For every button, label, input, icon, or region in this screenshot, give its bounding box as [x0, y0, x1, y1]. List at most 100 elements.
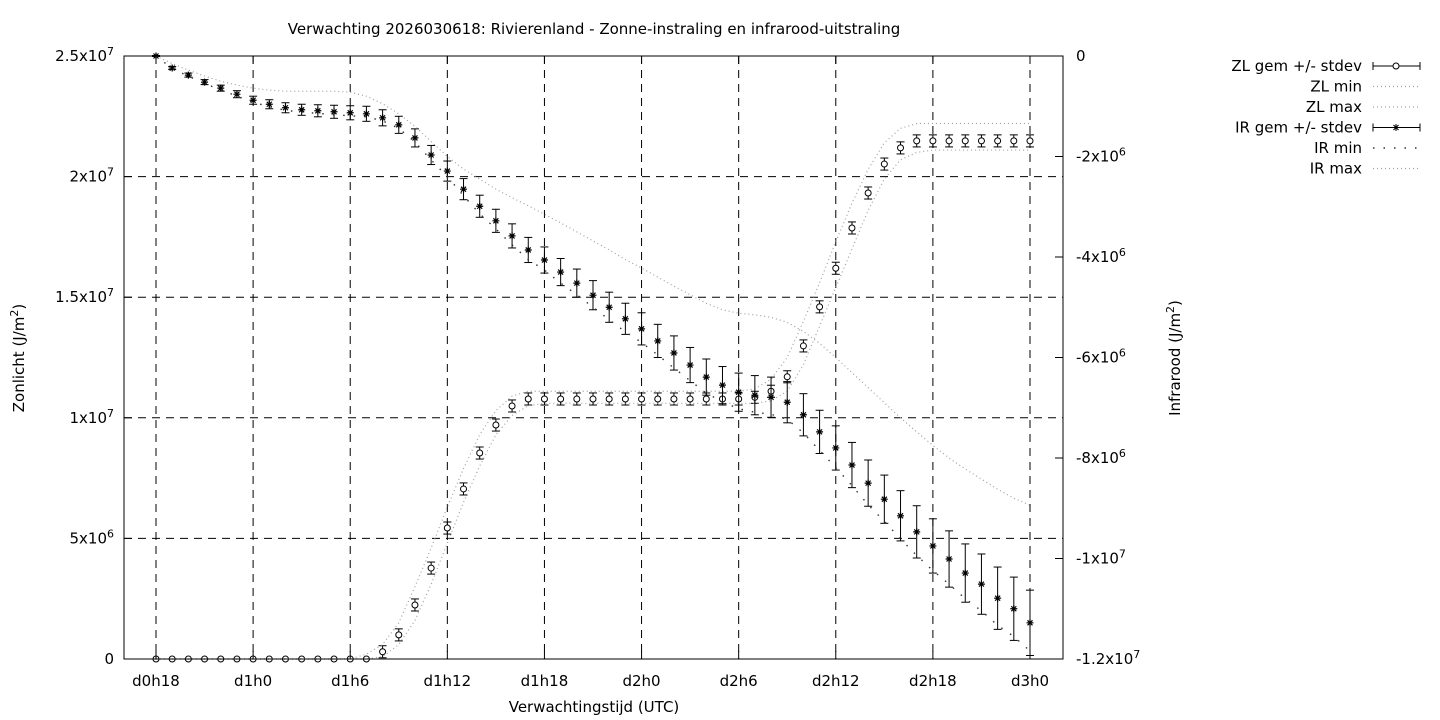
x-tick-label: d1h6: [331, 672, 369, 690]
data-point: [847, 221, 856, 235]
x-tick-label: d2h6: [720, 672, 758, 690]
star-marker: [605, 303, 613, 311]
data-point: [750, 375, 759, 416]
series-layer: [152, 52, 1034, 663]
data-point: [945, 134, 954, 148]
y2-tick-label: -8x106: [1076, 447, 1126, 467]
circle-marker: [994, 137, 1002, 145]
circle-marker: [427, 564, 435, 572]
data-point: [410, 128, 419, 148]
star-marker: [848, 461, 856, 469]
legend-label: IR gem +/- stdev: [1235, 119, 1362, 137]
data-point: [540, 392, 549, 406]
grid: [124, 56, 1063, 659]
star-marker: [573, 279, 581, 287]
data-point: [427, 561, 436, 575]
x-axis-label: Verwachtingstijd (UTC): [509, 698, 680, 716]
y2-tick-label: -2x106: [1076, 146, 1126, 166]
star-marker: [832, 444, 840, 452]
circle-marker: [524, 395, 532, 403]
x-tick-label: d2h12: [812, 672, 860, 690]
star-marker: [460, 185, 468, 193]
data-point: [945, 530, 954, 588]
data-point: [297, 103, 306, 116]
data-point: [605, 291, 614, 323]
y2-tick-label: -6x106: [1076, 347, 1126, 367]
data-point: [686, 392, 695, 406]
star-marker: [379, 114, 387, 122]
circle-marker: [702, 395, 710, 403]
star-marker: [718, 381, 726, 389]
star-marker: [540, 256, 548, 264]
data-point: [799, 339, 808, 353]
data-point: [346, 105, 355, 121]
data-point: [362, 105, 371, 122]
star-marker: [961, 569, 969, 577]
data-point: [831, 425, 840, 471]
star-marker: [783, 398, 791, 406]
legend-label: ZL min: [1310, 78, 1362, 96]
star-marker: [524, 246, 532, 254]
data-point: [896, 490, 905, 542]
star-marker: [945, 555, 953, 563]
data-point: [864, 459, 873, 507]
star-marker: [281, 104, 289, 112]
data-point: [880, 157, 889, 171]
x-tick-label: d1h12: [423, 672, 471, 690]
data-point: [1026, 589, 1034, 656]
circle-marker: [945, 137, 953, 145]
data-point: [734, 372, 743, 412]
circle-marker: [929, 137, 937, 145]
x-tick-label: d2h0: [622, 672, 660, 690]
star-marker: [913, 528, 921, 536]
star-marker: [395, 121, 403, 129]
data-point: [637, 312, 646, 346]
data-point: [394, 115, 403, 134]
star-marker: [799, 411, 807, 419]
star-marker: [994, 594, 1002, 602]
star-marker: [330, 108, 338, 116]
star-marker: [751, 391, 759, 399]
star-marker: [217, 84, 225, 92]
data-point: [459, 178, 468, 201]
data-point: [961, 543, 970, 603]
data-point: [718, 366, 727, 405]
y2-tick-label: -1.2x107: [1076, 648, 1140, 668]
star-marker: [201, 78, 209, 86]
star-marker: [492, 217, 500, 225]
star-marker: [816, 428, 824, 436]
circle-marker: [1010, 137, 1018, 145]
data-point: [864, 186, 873, 200]
series-line-ir-min: [155, 55, 1031, 652]
star-marker: [1392, 124, 1400, 131]
data-point: [200, 78, 209, 86]
axis-ticks: d0h18 d1h0 d1h6 d1h12 d1h18 d2h0 d2h6 d2h12 d2h1…: [55, 45, 1140, 690]
star-marker: [977, 580, 985, 588]
star-marker: [265, 100, 273, 108]
star-marker: [476, 202, 484, 210]
data-point: [459, 482, 468, 496]
legend: ZL gem +/- stdev ZL min ZL max IR gem +/- s…: [1231, 57, 1421, 178]
data-point: [410, 598, 419, 612]
star-marker: [702, 373, 710, 381]
star-marker: [654, 337, 662, 345]
data-point: [1026, 134, 1034, 148]
circle-marker: [411, 601, 419, 609]
data-point: [281, 102, 290, 114]
star-marker: [314, 107, 322, 115]
data-point: [977, 553, 986, 615]
legend-label: ZL max: [1306, 98, 1362, 116]
legend-label: ZL gem +/- stdev: [1231, 57, 1362, 75]
data-point: [783, 381, 792, 424]
y-tick-label: 0: [104, 650, 114, 668]
star-marker: [233, 90, 241, 98]
star-marker: [864, 479, 872, 487]
star-marker: [670, 349, 678, 357]
circle-marker: [476, 449, 484, 457]
plot-frame: [123, 55, 1064, 660]
data-point: [686, 346, 695, 384]
circle-marker: [379, 648, 387, 656]
circle-marker: [605, 395, 613, 403]
legend-label: IR max: [1310, 160, 1362, 178]
data-point: [928, 134, 937, 148]
